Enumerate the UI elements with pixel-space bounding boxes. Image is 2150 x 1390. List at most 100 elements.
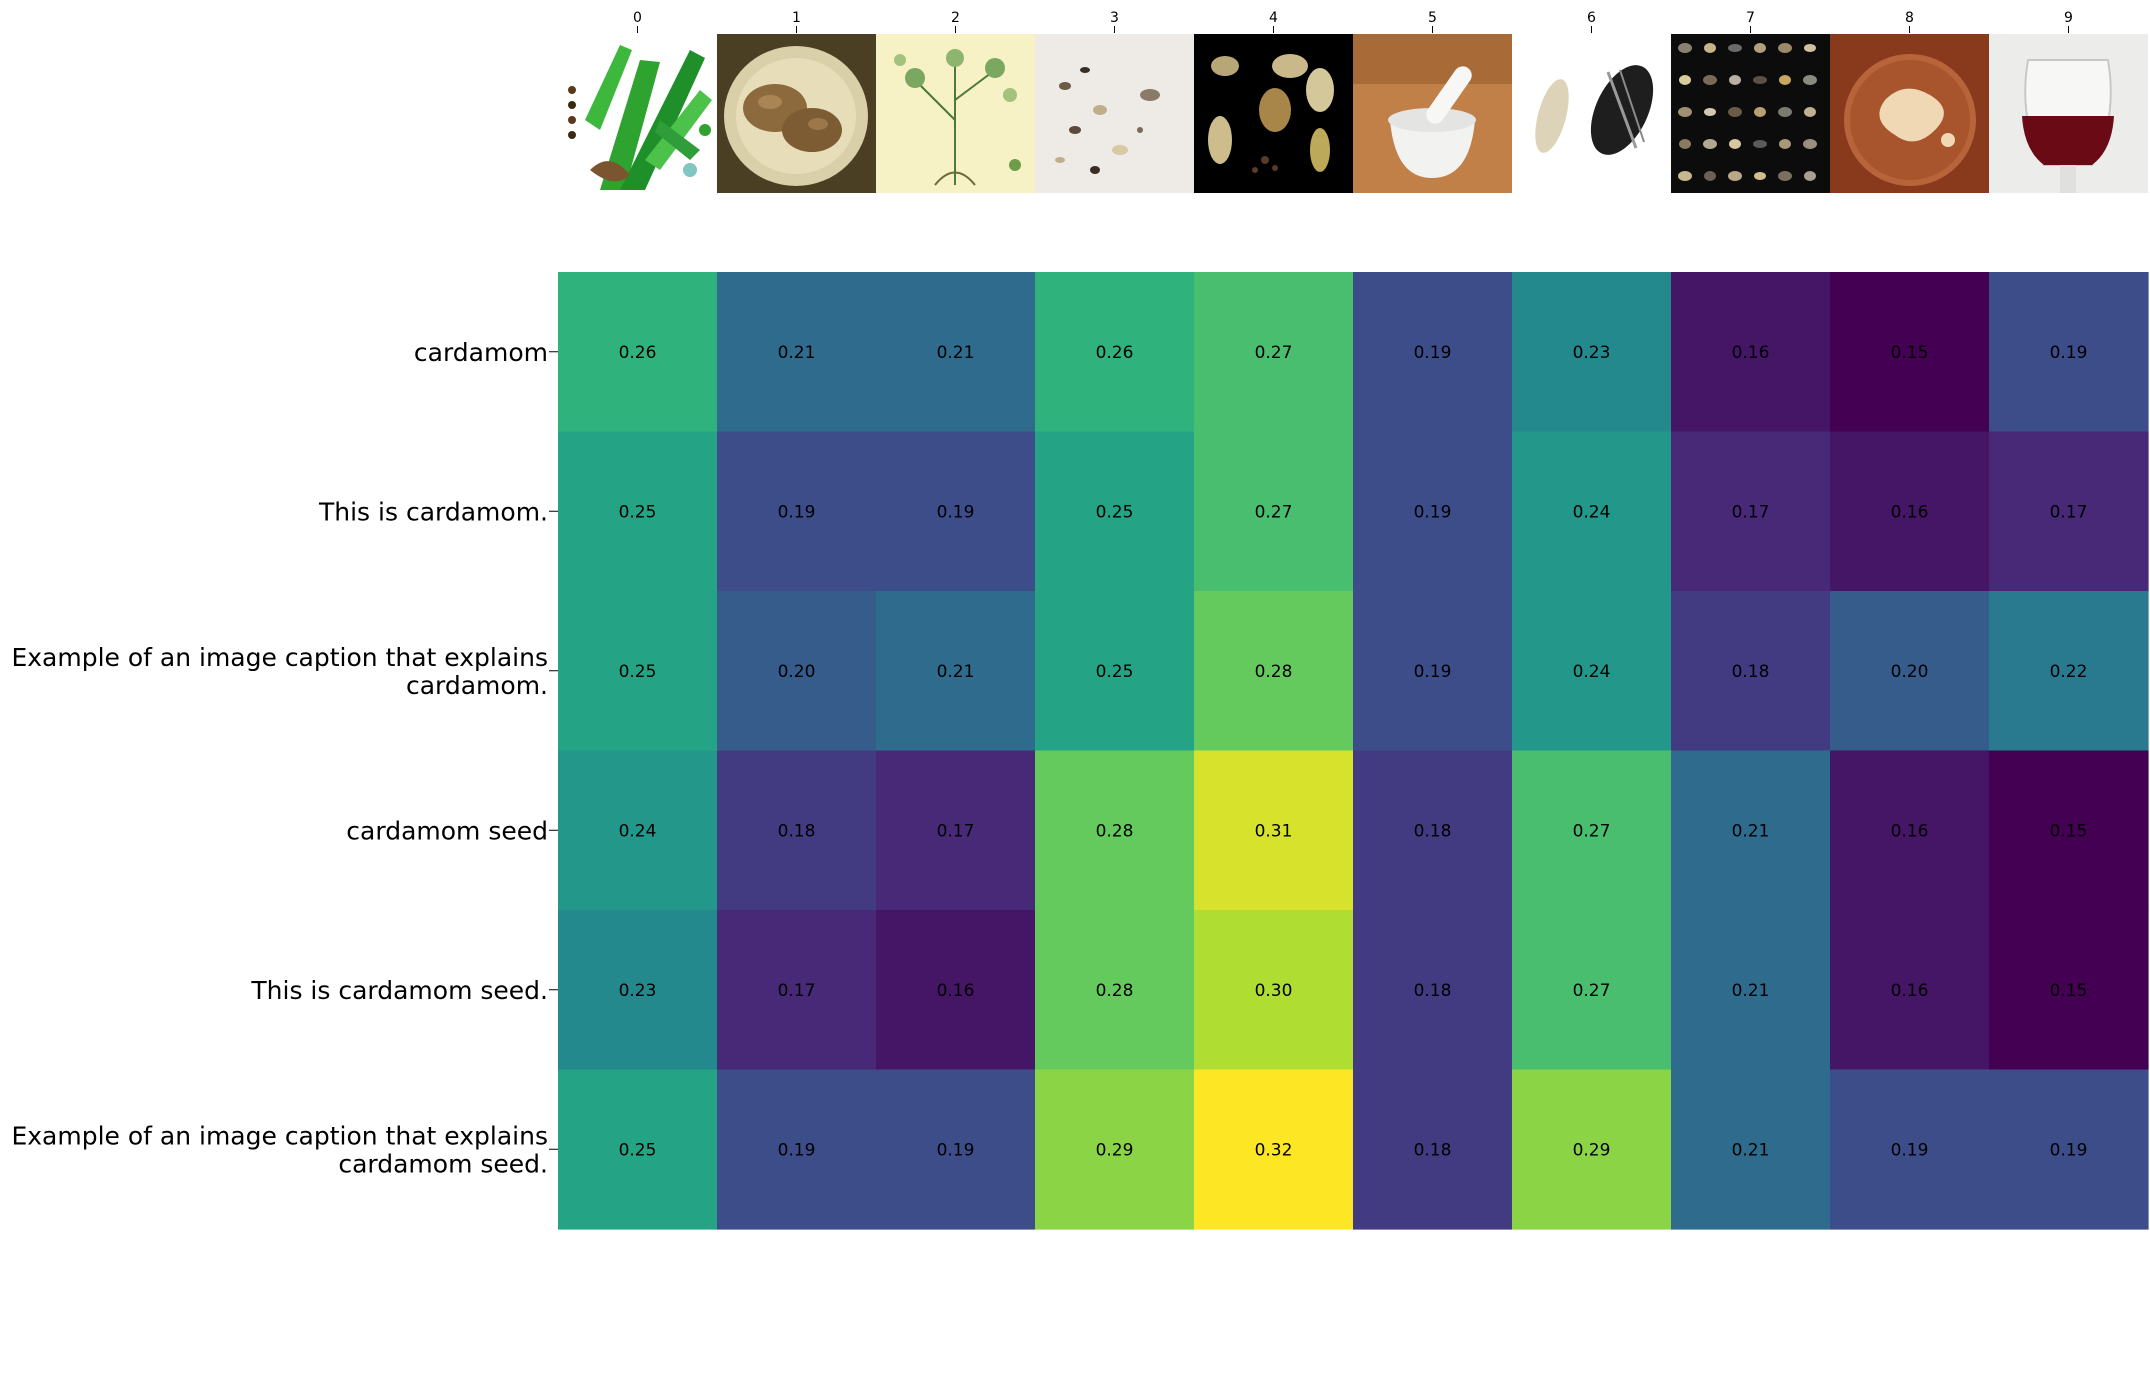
column-image-8 <box>1830 34 1989 193</box>
row-label-3: cardamom seed <box>346 816 548 845</box>
heatmap-cell-r3-c2 <box>876 750 1036 911</box>
row-label-2: Example of an image caption that explain… <box>11 643 548 700</box>
cell-value-label-r2-c4: 0.28 <box>1255 662 1293 682</box>
cell-value-label-r0-c4: 0.27 <box>1255 343 1293 363</box>
heatmap-cell-r4-c9 <box>1989 910 2149 1071</box>
heatmap-cell-r1-c2 <box>876 431 1036 592</box>
column-image-0 <box>558 34 717 193</box>
cell-value-label-r5-c6: 0.29 <box>1573 1140 1611 1160</box>
heatmap-cell-r4-c2 <box>876 910 1036 1071</box>
heatmap-cell-r4-c5 <box>1353 910 1513 1071</box>
heatmap-cell-r5-c3 <box>1035 1069 1195 1230</box>
row-label-3-line-0: cardamom seed <box>346 816 548 845</box>
cell-value-label-r0-c8: 0.15 <box>1891 343 1929 363</box>
heatmap-cell-r2-c9 <box>1989 591 2149 752</box>
x-tick-label-4: 4 <box>1269 10 1278 26</box>
column-image-7 <box>1671 34 1830 193</box>
cell-value-label-r4-c5: 0.18 <box>1414 981 1452 1001</box>
heatmap-cell-r0-c4 <box>1194 272 1354 433</box>
cell-value-label-r1-c6: 0.24 <box>1573 502 1611 522</box>
heatmap-cell-r0-c9 <box>1989 272 2149 433</box>
heatmap-cell-r3-c1 <box>717 750 877 911</box>
heatmap-cell-r3-c6 <box>1512 750 1672 911</box>
heatmap-cell-r1-c8 <box>1830 431 1990 592</box>
column-image-3 <box>1035 34 1194 193</box>
cell-value-label-r1-c4: 0.27 <box>1255 502 1293 522</box>
heatmap-cell-r3-c3 <box>1035 750 1195 911</box>
cell-value-label-r4-c8: 0.16 <box>1891 981 1929 1001</box>
heatmap-cell-r5-c1 <box>717 1069 877 1230</box>
cell-value-label-r2-c2: 0.21 <box>937 662 975 682</box>
heatmap-cell-r5-c8 <box>1830 1069 1990 1230</box>
cell-value-label-r5-c7: 0.21 <box>1732 1140 1770 1160</box>
cell-value-label-r3-c7: 0.21 <box>1732 821 1770 841</box>
x-tick-label-5: 5 <box>1428 10 1437 26</box>
heatmap-cell-r2-c4 <box>1194 591 1354 752</box>
x-tick-labels: 0 1 2 3 4 5 6 7 8 9 <box>633 10 2073 33</box>
row-label-5-line-1: cardamom seed. <box>338 1149 548 1178</box>
heatmap-cell-r1-c1 <box>717 431 877 592</box>
row-label-5: Example of an image caption that explain… <box>11 1121 548 1178</box>
column-image-6 <box>1512 34 1671 193</box>
cell-value-label-r3-c3: 0.28 <box>1096 821 1134 841</box>
heatmap-cell-r0-c2 <box>876 272 1036 433</box>
heatmap-cell-r5-c7 <box>1671 1069 1831 1230</box>
row-label-4-line-0: This is cardamom seed. <box>250 976 548 1005</box>
cell-value-label-r5-c0: 0.25 <box>619 1140 657 1160</box>
cell-value-label-r5-c5: 0.18 <box>1414 1140 1452 1160</box>
cell-value-label-r3-c5: 0.18 <box>1414 821 1452 841</box>
cell-value-label-r1-c3: 0.25 <box>1096 502 1134 522</box>
x-tick-label-6: 6 <box>1587 10 1596 26</box>
cell-value-label-r4-c1: 0.17 <box>778 981 816 1001</box>
x-tick-label-1: 1 <box>792 10 801 26</box>
heatmap-cell-r4-c0 <box>558 910 718 1071</box>
heatmap-cell-r2-c6 <box>1512 591 1672 752</box>
y-tick-labels: cardamom This is cardamom. Example of an i… <box>11 338 558 1178</box>
heatmap-cell-r2-c1 <box>717 591 877 752</box>
heatmap-cell-r5-c5 <box>1353 1069 1513 1230</box>
row-label-0-line-0: cardamom <box>414 338 548 367</box>
x-tick-label-9: 9 <box>2064 10 2073 26</box>
cell-value-label-r5-c4: 0.32 <box>1255 1140 1293 1160</box>
heatmap-cell-r3-c7 <box>1671 750 1831 911</box>
column-image-4 <box>1194 34 1353 193</box>
x-tick-label-3: 3 <box>1110 10 1119 26</box>
cell-value-label-r4-c0: 0.23 <box>619 981 657 1001</box>
heatmap-cell-r4-c8 <box>1830 910 1990 1071</box>
cell-value-label-r4-c7: 0.21 <box>1732 981 1770 1001</box>
cell-value-label-r0-c6: 0.23 <box>1573 343 1611 363</box>
heatmap-cell-r3-c8 <box>1830 750 1990 911</box>
cell-value-label-r1-c7: 0.17 <box>1732 502 1770 522</box>
heatmap-cell-r5-c9 <box>1989 1069 2149 1230</box>
cell-value-label-r0-c0: 0.26 <box>619 343 657 363</box>
x-tick-label-2: 2 <box>951 10 960 26</box>
cell-value-label-r3-c4: 0.31 <box>1255 821 1293 841</box>
heatmap-cell-r4-c1 <box>717 910 877 1071</box>
heatmap-cell-r3-c5 <box>1353 750 1513 911</box>
row-label-5-line-0: Example of an image caption that explain… <box>11 1121 548 1150</box>
heatmap-cell-r1-c3 <box>1035 431 1195 592</box>
cell-value-label-r2-c3: 0.25 <box>1096 662 1134 682</box>
cell-value-label-r0-c3: 0.26 <box>1096 343 1134 363</box>
cell-value-label-r2-c9: 0.22 <box>2050 662 2088 682</box>
heatmap-cell-r1-c6 <box>1512 431 1672 592</box>
cell-value-label-r5-c8: 0.19 <box>1891 1140 1929 1160</box>
heatmap-cell-r0-c3 <box>1035 272 1195 433</box>
cell-value-label-r3-c9: 0.15 <box>2050 821 2088 841</box>
cell-value-label-r5-c2: 0.19 <box>937 1140 975 1160</box>
cell-value-label-r3-c6: 0.27 <box>1573 821 1611 841</box>
column-image-9 <box>1989 34 2148 193</box>
cell-value-label-r3-c8: 0.16 <box>1891 821 1929 841</box>
row-label-0: cardamom <box>414 338 548 367</box>
row-label-4: This is cardamom seed. <box>250 976 548 1005</box>
cell-value-label-r4-c2: 0.16 <box>937 981 975 1001</box>
cell-value-label-r0-c5: 0.19 <box>1414 343 1452 363</box>
cell-value-label-r0-c2: 0.21 <box>937 343 975 363</box>
cell-value-label-r1-c0: 0.25 <box>619 502 657 522</box>
heatmap-cell-r5-c6 <box>1512 1069 1672 1230</box>
heatmap-cell-r2-c3 <box>1035 591 1195 752</box>
cell-value-label-r0-c9: 0.19 <box>2050 343 2088 363</box>
heatmap-cells: 0.26 0.21 0.21 0.26 0.27 0.19 0.23 0.16 0.15 0.19… <box>558 272 2149 1230</box>
heatmap-cell-r2-c8 <box>1830 591 1990 752</box>
